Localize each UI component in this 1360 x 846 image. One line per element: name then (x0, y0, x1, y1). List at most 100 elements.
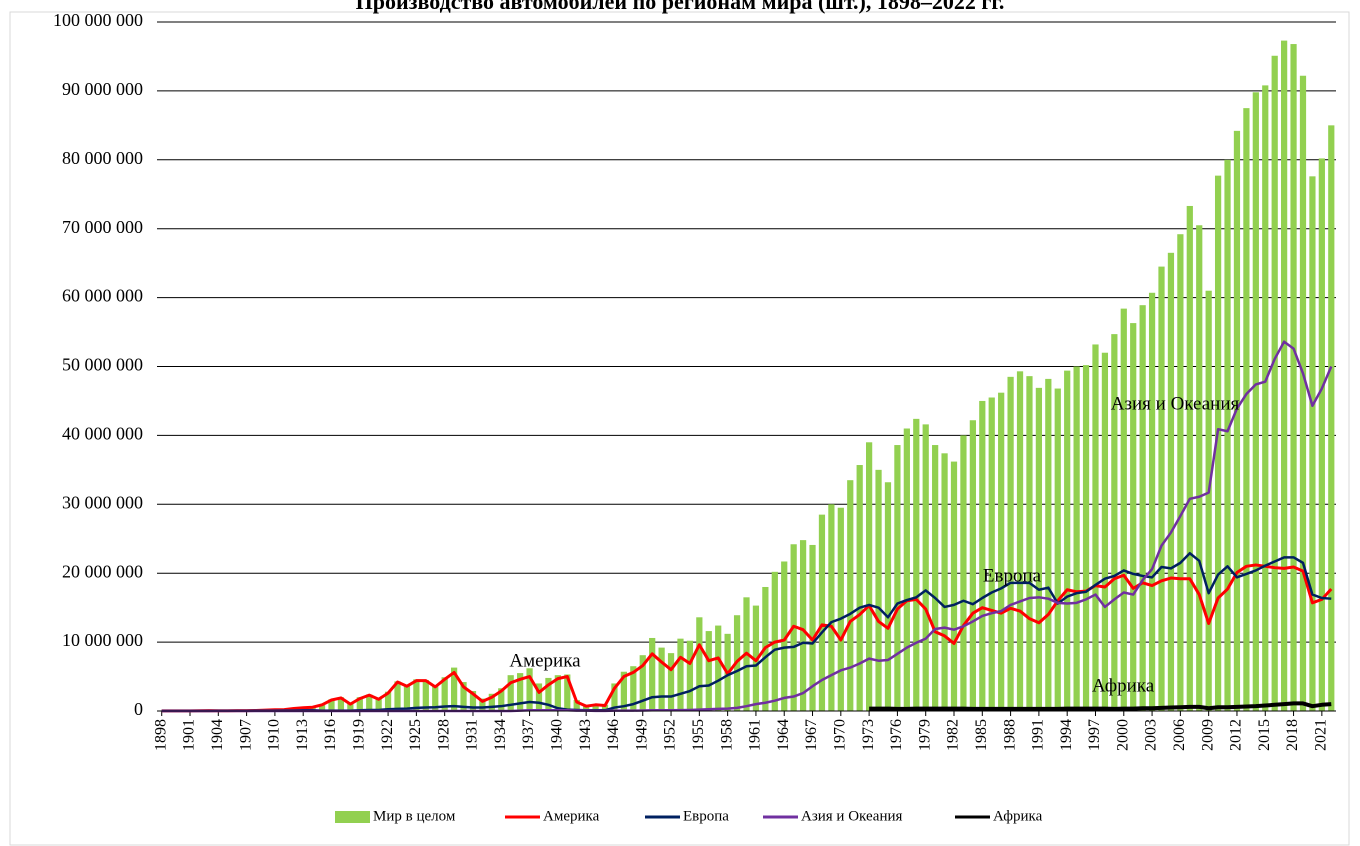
bar (658, 647, 665, 711)
x-tick-label: 1928 (435, 719, 452, 751)
x-tick-label: 1970 (831, 719, 848, 751)
legend-label: Мир в целом (373, 808, 456, 824)
bar (479, 698, 486, 711)
bar (337, 697, 345, 711)
x-tick-label: 1937 (520, 719, 537, 751)
bar (1281, 40, 1288, 711)
bar (1224, 159, 1231, 712)
bar (1016, 371, 1024, 711)
bar (498, 688, 505, 711)
bar (922, 424, 929, 711)
bar (1054, 388, 1061, 711)
bar (667, 653, 675, 711)
bar (781, 561, 788, 711)
line (161, 563, 1333, 713)
bar (356, 697, 363, 711)
y-tick-label: 30 000 000 (62, 492, 143, 512)
x-tick-label: 1976 (888, 719, 905, 751)
x-tick-label: 1943 (577, 719, 594, 751)
x-tick-label: 1907 (237, 719, 254, 751)
legend-label: Азия и Океания (801, 808, 903, 824)
legend-label: Америка (543, 808, 600, 824)
x-tick-label: 1949 (633, 719, 650, 751)
bar (1007, 376, 1014, 711)
bar (620, 671, 627, 711)
bar (1233, 130, 1241, 711)
x-tick-label: 1991 (1030, 719, 1047, 751)
bar (837, 507, 844, 711)
x-tick-label: 1994 (1058, 719, 1075, 751)
x-tick-label: 1931 (464, 719, 481, 751)
bar (969, 420, 976, 711)
bar (403, 685, 411, 711)
bar (488, 693, 495, 711)
bar (1120, 308, 1127, 711)
bar (941, 453, 948, 711)
bar (1101, 352, 1109, 711)
annotation: Азия и Океания (1111, 393, 1240, 414)
bar (1082, 365, 1090, 711)
annotation: Европа (983, 565, 1042, 586)
bar (573, 699, 580, 711)
bar (696, 617, 703, 711)
y-tick-label: 100 000 000 (53, 10, 143, 30)
bar (903, 428, 910, 711)
line (869, 701, 1332, 711)
bar (799, 540, 807, 711)
bar (875, 469, 882, 711)
bar (630, 666, 637, 711)
y-tick-label: 50 000 000 (62, 355, 143, 375)
y-tick-label: 70 000 000 (62, 217, 143, 237)
x-tick-label: 1979 (916, 719, 933, 751)
bar (866, 442, 873, 711)
bar (309, 706, 316, 711)
bar (601, 704, 609, 711)
x-tick-label: 1964 (775, 719, 792, 751)
bar (1186, 205, 1193, 711)
x-tick-label: 1955 (690, 719, 707, 751)
bar (564, 674, 571, 711)
bar (375, 698, 382, 711)
bar (1026, 376, 1033, 711)
bar (950, 461, 958, 711)
y-tick-label: 60 000 000 (62, 286, 143, 306)
x-tick-label: 2015 (1256, 719, 1273, 751)
bar (318, 704, 326, 711)
bar (705, 631, 712, 711)
chart-title: Производство автомобилей по регионам мир… (356, 0, 1005, 14)
bar (469, 691, 477, 711)
bar (686, 640, 694, 711)
bar (1271, 55, 1278, 712)
bar (1299, 75, 1307, 711)
y-tick-label: 90 000 000 (62, 79, 143, 99)
bar (1064, 370, 1071, 711)
x-tick-label: 1898 (152, 719, 169, 751)
x-tick-label: 1982 (945, 719, 962, 751)
x-tick-label: 1922 (379, 719, 396, 751)
bar (1073, 366, 1080, 711)
bar (1205, 290, 1212, 711)
bar (1139, 305, 1146, 711)
x-tick-label: 1913 (294, 719, 311, 751)
x-tick-label: 1952 (662, 719, 679, 751)
bar (394, 681, 401, 711)
bar (517, 673, 524, 711)
y-tick-label: 40 000 000 (62, 424, 143, 444)
x-tick-label: 1934 (492, 719, 509, 751)
x-tick-label: 1985 (973, 719, 990, 751)
x-tick-label: 1901 (181, 719, 198, 751)
annotation: Америка (509, 650, 581, 671)
bar (979, 400, 986, 711)
legend-swatch (335, 811, 370, 823)
bar (583, 705, 590, 711)
x-tick-label: 2009 (1199, 719, 1216, 751)
x-tick-label: 1925 (407, 719, 424, 751)
bar (960, 435, 967, 711)
y-tick-label: 10 000 000 (62, 630, 143, 650)
x-tick-label: 2003 (1143, 719, 1160, 751)
x-tick-label: 1997 (1086, 719, 1103, 751)
bar (1148, 292, 1156, 711)
bar (828, 504, 835, 711)
bar (1167, 252, 1175, 711)
annotation: Африка (1092, 675, 1155, 696)
